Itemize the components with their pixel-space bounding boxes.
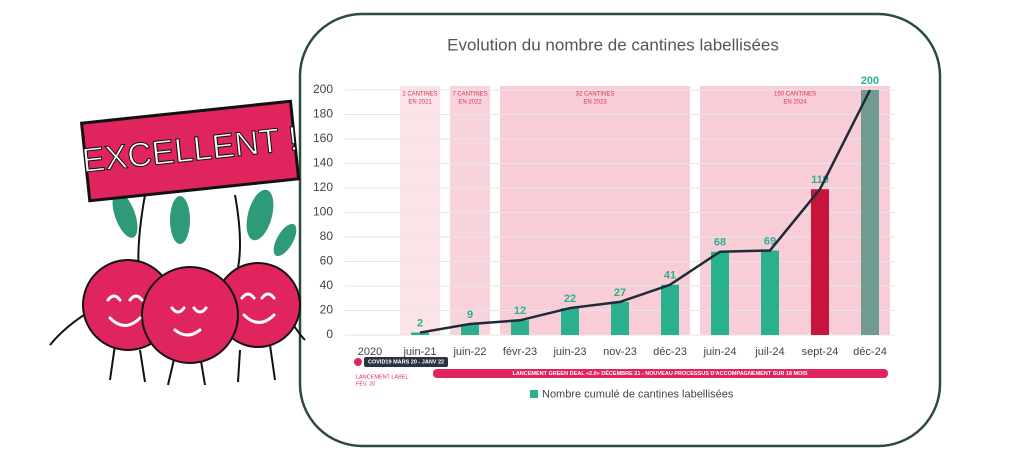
x-tick-label: juin-22 [452, 346, 486, 358]
covid-bar [364, 357, 448, 367]
value-label: 22 [564, 293, 576, 305]
band-label: 32 CANTINES [576, 92, 615, 98]
period-band [400, 86, 440, 335]
period-band [450, 86, 490, 335]
bar [761, 250, 779, 335]
y-tick-label: 0 [326, 327, 333, 341]
x-tick-label: juil-24 [754, 346, 784, 358]
y-tick-label: 100 [313, 205, 333, 219]
value-label: 27 [614, 287, 626, 299]
bar [561, 308, 579, 335]
y-tick-label: 60 [320, 254, 334, 268]
x-tick-label: sept-24 [802, 346, 839, 358]
x-tick-label: juin-21 [402, 346, 436, 358]
green-deal-bar [433, 369, 888, 378]
band-label: 2 CANTINES [402, 92, 437, 98]
band-label: EN 2021 [408, 100, 432, 106]
y-tick-label: 140 [313, 156, 333, 170]
green-deal-label: LANCEMENT GREEN DEAL «2.0» DÉCEMBRE 21 -… [512, 369, 807, 377]
y-tick-label: 40 [320, 278, 334, 292]
legend-label: Nombre cumulé de cantines labellisées [542, 388, 734, 400]
x-tick-label: juin-24 [702, 346, 736, 358]
period-band [700, 86, 890, 335]
bar [511, 320, 529, 335]
bar [811, 189, 829, 335]
chart: 2 CANTINES EN 2021 7 CANTINES EN 2022 32 CAN… [313, 75, 895, 400]
y-tick-label: 200 [313, 82, 333, 96]
value-label: 69 [764, 235, 776, 247]
y-tick-label: 180 [313, 107, 333, 121]
x-tick-label: nov-23 [603, 346, 637, 358]
illustration: EXCELLENT ! [49, 99, 306, 386]
legend-swatch [530, 390, 538, 398]
x-tick-label: juin-23 [552, 346, 586, 358]
timeline-dot [354, 358, 362, 366]
x-tick-label: févr-23 [503, 346, 537, 358]
bar [461, 323, 479, 335]
value-label: 12 [514, 305, 526, 317]
y-tick-label: 20 [320, 303, 334, 317]
y-tick-label: 120 [313, 180, 333, 194]
value-label: 2 [417, 317, 423, 329]
band-label: 150 CANTINES [774, 92, 816, 98]
chart-title: Evolution du nombre de cantines labellis… [447, 35, 779, 54]
value-label: 41 [664, 270, 676, 282]
band-label: 7 CANTINES [452, 92, 487, 98]
band-label: EN 2023 [583, 100, 607, 106]
trend-line [419, 89, 872, 334]
y-tick-label: 160 [313, 131, 333, 145]
x-tick-label: déc-23 [653, 346, 687, 358]
launch-label: LANCEMENT LABEL [356, 374, 408, 380]
x-tick-label: déc-24 [853, 346, 887, 358]
bar [411, 332, 429, 335]
band-label: EN 2024 [783, 100, 807, 106]
bar [711, 251, 729, 335]
value-label: 200 [861, 75, 879, 87]
launch-label: FÉV. 20 [356, 380, 375, 387]
bar [611, 301, 629, 335]
y-tick-label: 80 [320, 229, 334, 243]
band-label: EN 2022 [458, 100, 482, 106]
value-label: 9 [467, 309, 473, 321]
period-band [500, 86, 690, 335]
bar [861, 90, 879, 335]
covid-label: COVID19 MARS 20 - JANV 22 [368, 359, 444, 365]
value-label: 68 [714, 237, 726, 249]
bar [661, 284, 679, 335]
x-tick-label: 2020 [358, 346, 382, 358]
